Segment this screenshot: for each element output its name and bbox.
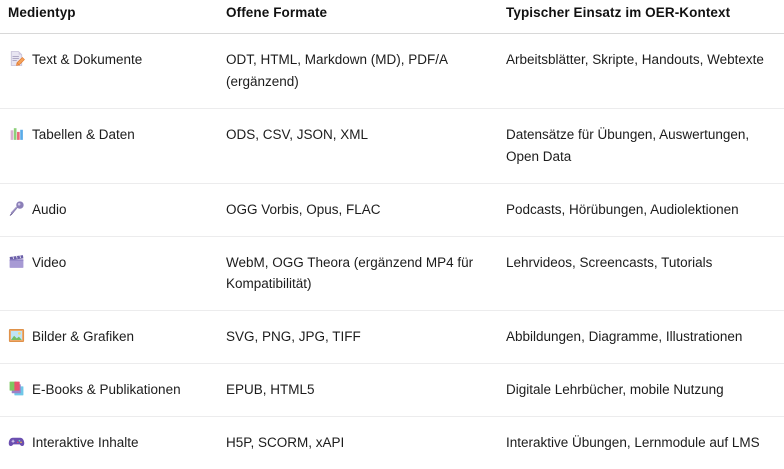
memo-icon [8,50,25,67]
game-controller-icon [8,433,25,450]
cell-offene-formate: EPUB, HTML5 [226,363,506,417]
cell-medientyp: Video [0,236,226,312]
cell-offene-formate: WebM, OGG Theora (ergänzend MP4 für Komp… [226,236,506,312]
table-row: Audio OGG Vorbis, Opus, FLAC Podcasts, H… [0,183,784,237]
bar-chart-icon [8,125,25,142]
cell-offene-formate: SVG, PNG, JPG, TIFF [226,310,506,365]
cell-typischer-einsatz: Arbeitsblätter, Skripte, Handouts, Webte… [506,33,784,109]
cell-offene-formate: H5P, SCORM, xAPI [226,434,345,450]
cell-medientyp: Bilder & Grafiken [0,310,226,365]
medientyp-label: Audio [32,201,67,217]
framed-picture-icon [8,327,25,344]
medientyp-label: Bilder & Grafiken [32,329,135,345]
cell-offene-formate: ODT, HTML, Markdown (MD), PDF/A (ergänze… [226,33,506,109]
cell-medientyp: Interaktive Inhalte [0,416,226,468]
column-header-medientyp: Medientyp [0,0,226,35]
medientyp-label: Text & Dokumente [32,52,143,68]
cell-medientyp: Audio [0,183,226,237]
cell-offene-formate: OGG Vorbis, Opus, FLAC [226,183,506,237]
microphone-icon [8,200,25,217]
cell-medientyp: E-Books & Publikationen [0,363,226,417]
cell-medientyp: Text & Dokumente [0,33,226,109]
cell-typischer-einsatz: Digitale Lehrbücher, mobile Nutzung [506,363,784,417]
table-row: Tabellen & Daten ODS, CSV, JSON, XML Dat… [0,108,784,184]
column-header-offene-formate: Offene Formate [226,0,506,35]
medientyp-label: E-Books & Publikationen [32,382,181,398]
cell-typischer-einsatz: Abbildungen, Diagramme, Illustrationen [506,310,784,365]
table-header-row: Medientyp Offene Formate Typischer Einsa… [0,0,784,35]
table-row: Bilder & Grafiken SVG, PNG, JPG, TIFF Ab… [0,310,784,365]
cell-typischer-einsatz: Interaktive Übungen, Lernmodule auf LMS [506,434,760,450]
table-row: E-Books & Publikationen EPUB, HTML5 Digi… [0,363,784,417]
table-row: Video WebM, OGG Theora (ergänzend MP4 fü… [0,236,784,312]
medientyp-label: Tabellen & Daten [32,126,135,142]
medientyp-label: Interaktive Inhalte [32,434,139,450]
table-body: Text & Dokumente ODT, HTML, Markdown (MD… [0,33,784,469]
column-header-typischer-einsatz: Typischer Einsatz im OER-Kontext [506,0,784,35]
cell-medientyp: Tabellen & Daten [0,108,226,184]
cell-offene-formate: ODS, CSV, JSON, XML [226,108,506,184]
table-row: Interaktive Inhalte H5P, SCORM, xAPI Int… [0,416,784,468]
medientyp-label: Video [32,254,67,270]
cell-typischer-einsatz: Lehrvideos, Screencasts, Tutorials [506,236,784,312]
clapper-board-icon [8,253,25,270]
table-header: Medientyp Offene Formate Typischer Einsa… [0,0,784,35]
table-row: Text & Dokumente ODT, HTML, Markdown (MD… [0,33,784,109]
books-icon [8,380,25,397]
cell-typischer-einsatz: Podcasts, Hörübungen, Audiolektionen [506,183,784,237]
cell-typischer-einsatz: Datensätze für Übungen, Auswertungen, Op… [506,108,784,184]
